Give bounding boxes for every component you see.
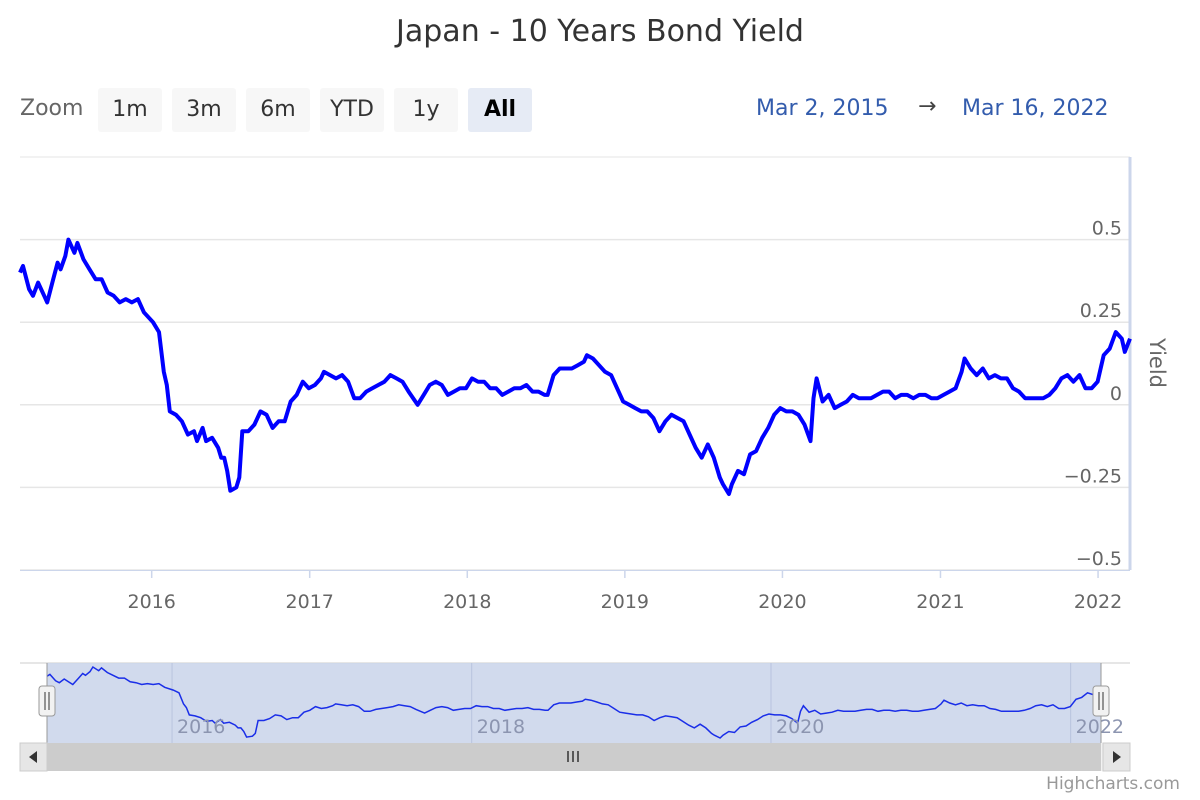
navigator-tick-label: 2018 xyxy=(477,716,525,738)
highcharts-credit[interactable]: Highcharts.com xyxy=(1046,774,1180,794)
y-axis-title: Yield xyxy=(1145,337,1169,388)
scrollbar-right-button[interactable] xyxy=(1102,742,1131,772)
grid-lines xyxy=(20,238,1130,571)
zoom-ytd-button[interactable]: YTD xyxy=(320,88,384,132)
navigator-left-handle[interactable] xyxy=(38,685,56,717)
range-arrow: → xyxy=(918,94,937,119)
range-to-input[interactable]: Mar 16, 2022 xyxy=(962,96,1109,121)
x-tick-label: 2021 xyxy=(916,591,964,613)
scrollbar-grip-icon xyxy=(567,751,579,762)
zoom-all-button[interactable]: All xyxy=(468,88,532,132)
y-tick-labels: 0.5 0.25 0 −0.25 −0.5 xyxy=(1064,218,1122,570)
zoom-1y-button[interactable]: 1y xyxy=(394,88,458,132)
y-tick-label: 0.25 xyxy=(1080,300,1122,322)
chevron-left-icon xyxy=(29,751,37,763)
y-tick-label: −0.5 xyxy=(1076,548,1122,570)
x-tick-label: 2016 xyxy=(128,591,176,613)
x-tick-label: 2017 xyxy=(286,591,334,613)
navigator-grid xyxy=(171,663,1072,743)
x-tick-label: 2022 xyxy=(1074,591,1122,613)
zoom-3m-button[interactable]: 3m xyxy=(172,88,236,132)
navigator-tick-label: 2020 xyxy=(776,716,824,738)
chevron-right-icon xyxy=(1113,751,1121,763)
scrollbar-left-button[interactable] xyxy=(19,742,48,772)
navigator-tick-labels: 2016 2018 2020 2022 xyxy=(177,716,1124,738)
zoom-label: Zoom xyxy=(20,96,84,121)
x-tick-label: 2018 xyxy=(443,591,491,613)
zoom-6m-button[interactable]: 6m xyxy=(246,88,310,132)
chart-title: Japan - 10 Years Bond Yield xyxy=(396,14,804,49)
series-line[interactable] xyxy=(18,237,1132,496)
navigator-series-line xyxy=(46,665,1102,739)
x-tick-labels: 2016 2017 2018 2019 2020 2021 2022 xyxy=(128,570,1122,613)
y-tick-label: 0.5 xyxy=(1092,218,1122,240)
navigator-right-handle[interactable] xyxy=(1092,685,1110,717)
y-tick-label: −0.25 xyxy=(1064,465,1122,487)
zoom-1m-button[interactable]: 1m xyxy=(98,88,162,132)
navigator-tick-label: 2016 xyxy=(177,716,225,738)
x-tick-label: 2019 xyxy=(601,591,649,613)
y-tick-label: 0 xyxy=(1110,383,1122,405)
scrollbar-thumb[interactable] xyxy=(47,743,1101,771)
navigator-tick-label: 2022 xyxy=(1076,716,1124,738)
x-tick-label: 2020 xyxy=(758,591,806,613)
range-from-input[interactable]: Mar 2, 2015 xyxy=(756,96,889,121)
